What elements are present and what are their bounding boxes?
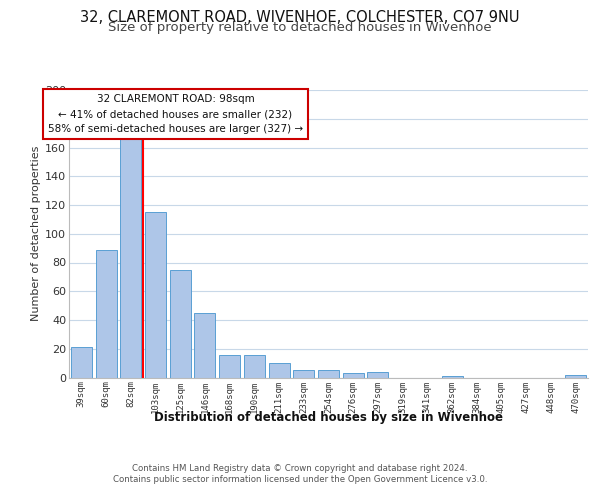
Text: 32 CLAREMONT ROAD: 98sqm
← 41% of detached houses are smaller (232)
58% of semi-: 32 CLAREMONT ROAD: 98sqm ← 41% of detach… [48, 94, 303, 134]
Bar [120, 138, 141, 378]
Text: Contains public sector information licensed under the Open Government Licence v3: Contains public sector information licen… [113, 475, 487, 484]
Bar [565, 374, 586, 378]
Text: Distribution of detached houses by size in Wivenhoe: Distribution of detached houses by size … [154, 411, 503, 424]
Bar [170, 270, 191, 378]
Bar [367, 372, 388, 378]
Bar [343, 373, 364, 378]
Bar [318, 370, 339, 378]
Bar [145, 212, 166, 378]
Y-axis label: Number of detached properties: Number of detached properties [31, 146, 41, 322]
Text: 32, CLAREMONT ROAD, WIVENHOE, COLCHESTER, CO7 9NU: 32, CLAREMONT ROAD, WIVENHOE, COLCHESTER… [80, 10, 520, 25]
Bar [95, 250, 116, 378]
Bar [269, 363, 290, 378]
Bar [293, 370, 314, 378]
Text: Size of property relative to detached houses in Wivenhoe: Size of property relative to detached ho… [108, 21, 492, 34]
Bar [442, 376, 463, 378]
Bar [244, 354, 265, 378]
Bar [71, 348, 92, 378]
Text: Contains HM Land Registry data © Crown copyright and database right 2024.: Contains HM Land Registry data © Crown c… [132, 464, 468, 473]
Bar [219, 354, 240, 378]
Bar [194, 313, 215, 378]
